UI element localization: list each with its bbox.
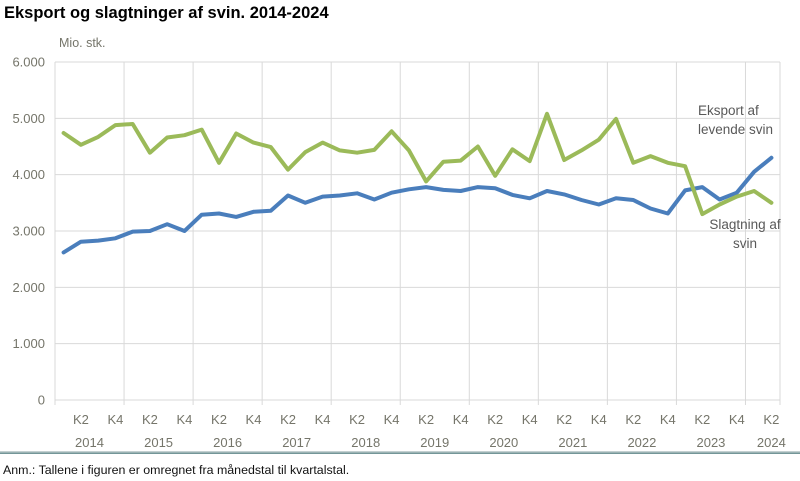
x-year-label: 2022 bbox=[627, 435, 656, 450]
x-tick-label: K2 bbox=[556, 412, 572, 427]
series-line-eksport bbox=[61, 155, 774, 255]
x-tick-label: K2 bbox=[487, 412, 503, 427]
y-tick-label: 5.000 bbox=[12, 111, 45, 126]
x-tick-label: K2 bbox=[142, 412, 158, 427]
x-year-label: 2024 bbox=[757, 435, 786, 450]
x-year-label: 2017 bbox=[282, 435, 311, 450]
x-tick-label: K4 bbox=[729, 412, 745, 427]
x-year-label: 2020 bbox=[489, 435, 518, 450]
x-tick-label: K4 bbox=[522, 412, 538, 427]
y-tick-label: 0 bbox=[38, 393, 45, 408]
x-tick-label: K2 bbox=[211, 412, 227, 427]
footnote: Anm.: Tallene i figuren er omregnet fra … bbox=[3, 463, 350, 477]
y-tick-label: 6.000 bbox=[12, 55, 45, 70]
x-tick-label: K2 bbox=[349, 412, 365, 427]
y-tick-label: 1.000 bbox=[12, 336, 45, 351]
x-year-label: 2014 bbox=[75, 435, 104, 450]
x-tick-label: K4 bbox=[453, 412, 469, 427]
x-year-label: 2023 bbox=[696, 435, 725, 450]
x-year-label: 2018 bbox=[351, 435, 380, 450]
x-tick-label: K2 bbox=[625, 412, 641, 427]
x-tick-label: K2 bbox=[73, 412, 89, 427]
x-tick-label: K2 bbox=[418, 412, 434, 427]
x-tick-label: K4 bbox=[246, 412, 262, 427]
y-tick-label: 2.000 bbox=[12, 280, 45, 295]
x-tick-label: K4 bbox=[107, 412, 123, 427]
x-tick-label: K4 bbox=[177, 412, 193, 427]
x-year-label: 2016 bbox=[213, 435, 242, 450]
x-year-label: 2015 bbox=[144, 435, 173, 450]
chart-title: Eksport og slagtninger af svin. 2014-202… bbox=[4, 4, 329, 22]
x-year-label: 2019 bbox=[420, 435, 449, 450]
x-tick-label: K4 bbox=[591, 412, 607, 427]
y-axis-unit-label: Mio. stk. bbox=[59, 36, 106, 50]
series-label-slagtning: Slagtning af svin bbox=[709, 217, 781, 251]
x-tick-label: K4 bbox=[660, 412, 676, 427]
x-tick-label: K2 bbox=[763, 412, 779, 427]
y-tick-label: 4.000 bbox=[12, 167, 45, 182]
x-tick-label: K2 bbox=[280, 412, 296, 427]
y-tick-label: 3.000 bbox=[12, 224, 45, 239]
footer-separator bbox=[0, 451, 800, 454]
x-tick-label: K4 bbox=[315, 412, 331, 427]
x-tick-label: K4 bbox=[384, 412, 400, 427]
x-tick-label: K2 bbox=[694, 412, 710, 427]
series-label-eksport: Eksport af levende svin bbox=[698, 103, 774, 137]
series-line-slagtning bbox=[61, 111, 774, 217]
x-year-label: 2021 bbox=[558, 435, 587, 450]
